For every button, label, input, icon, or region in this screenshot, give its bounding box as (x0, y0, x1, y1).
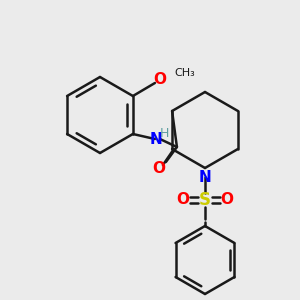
Text: N: N (199, 170, 212, 185)
Text: N: N (149, 131, 162, 146)
Text: O: O (220, 193, 233, 208)
Text: O: O (153, 73, 167, 88)
Text: CH₃: CH₃ (174, 68, 195, 78)
Text: H: H (160, 127, 170, 140)
Text: O: O (176, 193, 190, 208)
Text: O: O (152, 160, 165, 175)
Text: S: S (199, 191, 211, 209)
